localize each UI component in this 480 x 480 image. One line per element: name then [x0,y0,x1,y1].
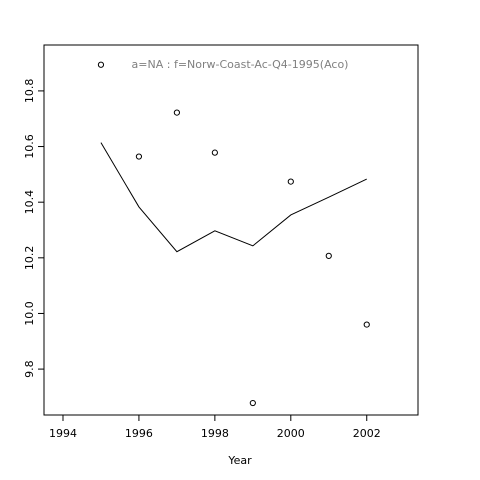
data-point [287,178,294,185]
data-point [211,149,218,156]
x-tick-label: 1994 [49,427,77,440]
chart-title: a=NA : f=Norw-Coast-Ac-Q4-1995(Aco) [132,58,349,71]
x-tick-label: 1996 [125,427,153,440]
y-tick-label: 10.6 [23,134,36,159]
y-tick-label: 10.0 [23,301,36,326]
data-point [97,61,105,68]
x-tick-label: 1998 [201,427,229,440]
data-point [249,399,256,407]
y-tick-label: 10.8 [23,79,36,104]
y-tick-label: 10.4 [23,190,36,215]
data-line [100,142,367,253]
data-point [325,252,332,259]
data-point [363,321,370,328]
x-axis-label: Year [227,454,252,467]
y-tick-label: 9.8 [23,360,36,378]
data-point [135,153,143,160]
plot-frame [43,44,419,416]
x-tick-label: 2002 [353,427,381,440]
data-point [173,109,180,116]
x-tick-label: 2000 [277,427,305,440]
y-tick-label: 10.2 [23,246,36,271]
